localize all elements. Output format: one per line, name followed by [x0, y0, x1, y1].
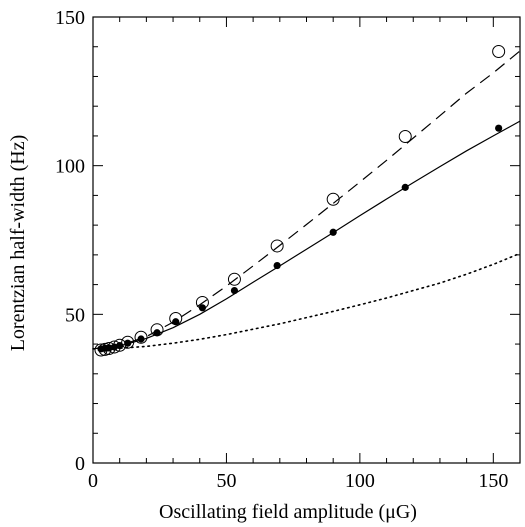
open-circle-point: [134, 330, 148, 344]
open-circle-point: [121, 335, 135, 349]
y-axis-label: Lorentzian half-width (Hz): [7, 135, 29, 352]
filled-circle-point: [401, 183, 409, 191]
open-circle-point: [326, 192, 340, 206]
plot-frame: [92, 16, 521, 464]
markers: [94, 44, 506, 357]
x-tick-label: 150: [478, 470, 508, 492]
open-circle-point: [398, 130, 412, 144]
y-tick-label: 150: [55, 7, 85, 29]
open-circle-point: [270, 239, 284, 253]
filled-circle-point: [153, 329, 161, 337]
filled-circle-point: [116, 341, 124, 350]
filled-circle-point: [105, 344, 113, 352]
filled-circle-point: [273, 261, 281, 270]
filled-circle-point: [495, 124, 503, 132]
x-tick-label: 0: [88, 470, 98, 492]
dotted-curve: [92, 252, 521, 350]
filled-circle-point: [230, 286, 239, 295]
filled-circle-point: [172, 318, 180, 326]
open-circle-point: [492, 44, 506, 58]
y-tick-label: 50: [65, 304, 85, 326]
tick-labels: 0 50 100 150 0 50 100 150: [55, 7, 508, 492]
y-tick-label: 100: [55, 156, 85, 178]
curves: [92, 50, 521, 350]
x-tick-label: 50: [216, 470, 236, 492]
plot-frame: [92, 16, 521, 464]
x-axis-label: Oscillating field amplitude (μG): [159, 501, 417, 523]
filled-circle-point: [137, 335, 145, 343]
y-tick-label: 0: [75, 453, 85, 475]
filled-circle-point: [198, 304, 207, 312]
open-circle-point: [227, 272, 241, 286]
x-tick-label: 100: [345, 470, 375, 492]
filled-circle-point: [124, 339, 132, 347]
ticks: [92, 16, 521, 464]
filled-circle-point: [329, 228, 337, 236]
dashed-curve: [92, 50, 521, 350]
solid-curve: [92, 120, 521, 350]
